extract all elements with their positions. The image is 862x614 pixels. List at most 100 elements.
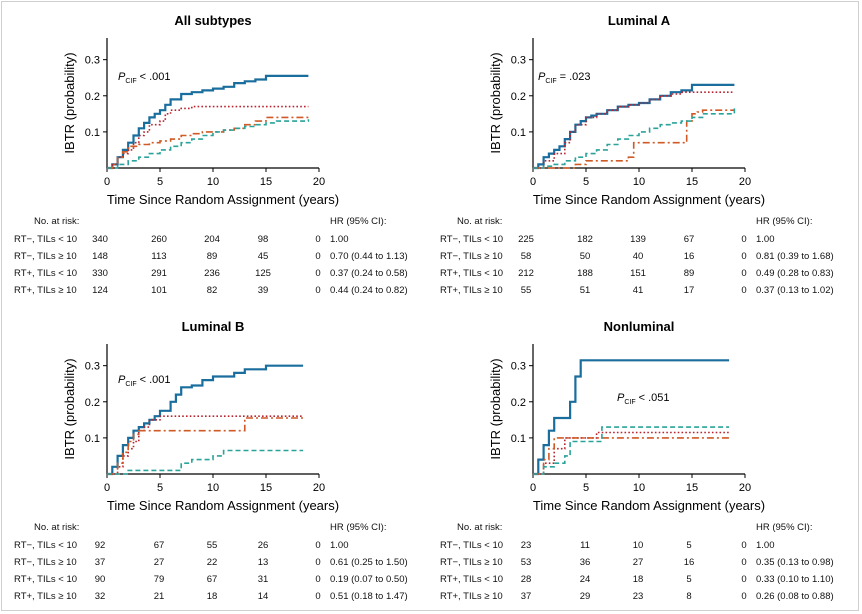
y-tick-label: 0.2	[511, 397, 526, 409]
risk-count: 17	[683, 285, 695, 296]
series-line	[107, 74, 309, 170]
risk-count: 11	[580, 540, 590, 551]
x-tick-label: 20	[739, 482, 751, 494]
y-tick-label: 0.1	[85, 127, 100, 139]
hr-header: HR (95% CI):	[756, 522, 813, 533]
x-tick-label: 5	[157, 482, 163, 494]
risk-count: 26	[257, 540, 269, 551]
risk-count: 89	[683, 268, 695, 279]
y-tick-label: 0.2	[511, 91, 526, 103]
hazard-ratio: 0.81 (0.39 to 1.68)	[756, 251, 834, 262]
x-tick-label: 5	[583, 176, 589, 188]
series-line	[533, 359, 730, 476]
risk-count: 5	[686, 574, 692, 585]
chart-panel: Luminal B 0.1 0.2 0.3 0 5 10 15 20 IBTR (probabil…	[0, 306, 431, 613]
risk-count: 55	[206, 540, 218, 551]
risk-count: 0	[315, 285, 321, 296]
risk-count: 58	[520, 251, 532, 262]
risk-table-header: No. at risk:	[34, 522, 80, 533]
risk-count: 204	[204, 234, 220, 245]
risk-count: 0	[741, 234, 747, 245]
p-value-annotation: PCIF < .001	[118, 71, 171, 85]
series-line	[107, 116, 309, 169]
y-axis-label: IBTR (probability)	[62, 52, 77, 153]
risk-count: 0	[741, 268, 747, 279]
series-line	[533, 431, 730, 475]
risk-count: 125	[255, 268, 271, 279]
x-axis-label: Time Since Random Assignment (years)	[533, 498, 765, 513]
risk-count: 0	[315, 591, 321, 602]
km-plot: All subtypes 0.1 0.2 0.3 0 5 10 15 20 IBTR (proba…	[62, 13, 339, 207]
chart-title: Luminal B	[182, 319, 245, 334]
hazard-ratio: 1.00	[330, 540, 349, 551]
y-axis-label: IBTR (probability)	[488, 358, 503, 459]
risk-count: 32	[94, 591, 106, 602]
y-axis-label: IBTR (probability)	[62, 358, 77, 459]
risk-count: 27	[632, 557, 644, 568]
series-line	[107, 417, 304, 475]
hazard-ratio: 0.26 (0.08 to 0.88)	[756, 591, 834, 602]
risk-count: 0	[315, 268, 321, 279]
risk-count: 0	[741, 591, 747, 602]
risk-count: 260	[151, 234, 167, 245]
p-value-annotation: PCIF < .001	[118, 374, 171, 388]
km-plot: Luminal A 0.1 0.2 0.3 0 5 10 15 20 IBTR (probabil…	[488, 13, 765, 207]
series-line	[533, 109, 735, 169]
x-tick-label: 10	[633, 176, 645, 188]
km-plot: Luminal B 0.1 0.2 0.3 0 5 10 15 20 IBTR (probabil…	[62, 319, 339, 513]
hazard-ratio: 0.19 (0.07 to 0.50)	[330, 574, 408, 585]
risk-count: 55	[520, 285, 532, 296]
hazard-ratio: 1.00	[756, 540, 775, 551]
chart-title: All subtypes	[174, 13, 251, 28]
y-tick-label: 0.3	[511, 55, 526, 67]
x-tick-label: 15	[686, 176, 698, 188]
hazard-ratio: 0.70 (0.44 to 1.13)	[330, 251, 408, 262]
chart-panel: Nonluminal 0.1 0.2 0.3 0 5 10 15 20 IBTR (probabi…	[426, 306, 857, 613]
risk-table-header: No. at risk:	[34, 216, 80, 227]
x-tick-label: 10	[633, 482, 645, 494]
risk-count: 148	[92, 251, 108, 262]
x-tick-label: 20	[313, 482, 325, 494]
risk-count: 39	[257, 285, 269, 296]
series-line	[533, 437, 730, 475]
risk-row-label: RT−, TILs ≥ 10	[440, 251, 503, 262]
x-tick-label: 0	[530, 482, 536, 494]
risk-count: 21	[153, 591, 165, 602]
risk-table-header: No. at risk:	[457, 522, 503, 533]
risk-row-label: RT−, TILs < 10	[14, 234, 78, 245]
hazard-ratio: 0.49 (0.28 to 0.83)	[756, 268, 834, 279]
risk-count: 40	[632, 251, 644, 262]
risk-count: 0	[741, 557, 747, 568]
risk-row-label: RT−, TILs ≥ 10	[14, 251, 77, 262]
risk-count: 0	[315, 234, 321, 245]
hazard-ratio: 0.44 (0.24 to 0.82)	[330, 285, 408, 296]
x-axis-label: Time Since Random Assignment (years)	[107, 192, 339, 207]
risk-count: 151	[630, 268, 646, 279]
risk-count: 8	[686, 591, 692, 602]
chart-panel: Luminal A 0.1 0.2 0.3 0 5 10 15 20 IBTR (probabil…	[426, 0, 857, 307]
series-line	[533, 91, 735, 169]
risk-count: 188	[577, 268, 593, 279]
risk-count: 225	[518, 234, 534, 245]
risk-row-label: RT−, TILs < 10	[14, 540, 78, 551]
risk-count: 291	[151, 268, 167, 279]
x-tick-label: 20	[739, 176, 751, 188]
risk-count: 0	[315, 540, 321, 551]
series-line	[107, 364, 304, 476]
risk-count: 23	[520, 540, 532, 551]
risk-count: 18	[206, 591, 218, 602]
x-tick-label: 0	[104, 176, 110, 188]
risk-count: 37	[520, 591, 532, 602]
risk-row-label: RT−, TILs < 10	[440, 234, 504, 245]
risk-count: 92	[94, 540, 106, 551]
series-line	[107, 119, 310, 169]
risk-row-label: RT+, TILs < 10	[440, 574, 504, 585]
risk-count: 212	[518, 268, 534, 279]
risk-count: 41	[632, 285, 644, 296]
risk-row-label: RT+, TILs ≥ 10	[14, 591, 77, 602]
series-line	[107, 449, 304, 475]
x-tick-label: 15	[260, 482, 272, 494]
y-tick-label: 0.1	[511, 433, 526, 445]
risk-row-label: RT−, TILs < 10	[440, 540, 504, 551]
risk-table-header: No. at risk:	[457, 216, 503, 227]
